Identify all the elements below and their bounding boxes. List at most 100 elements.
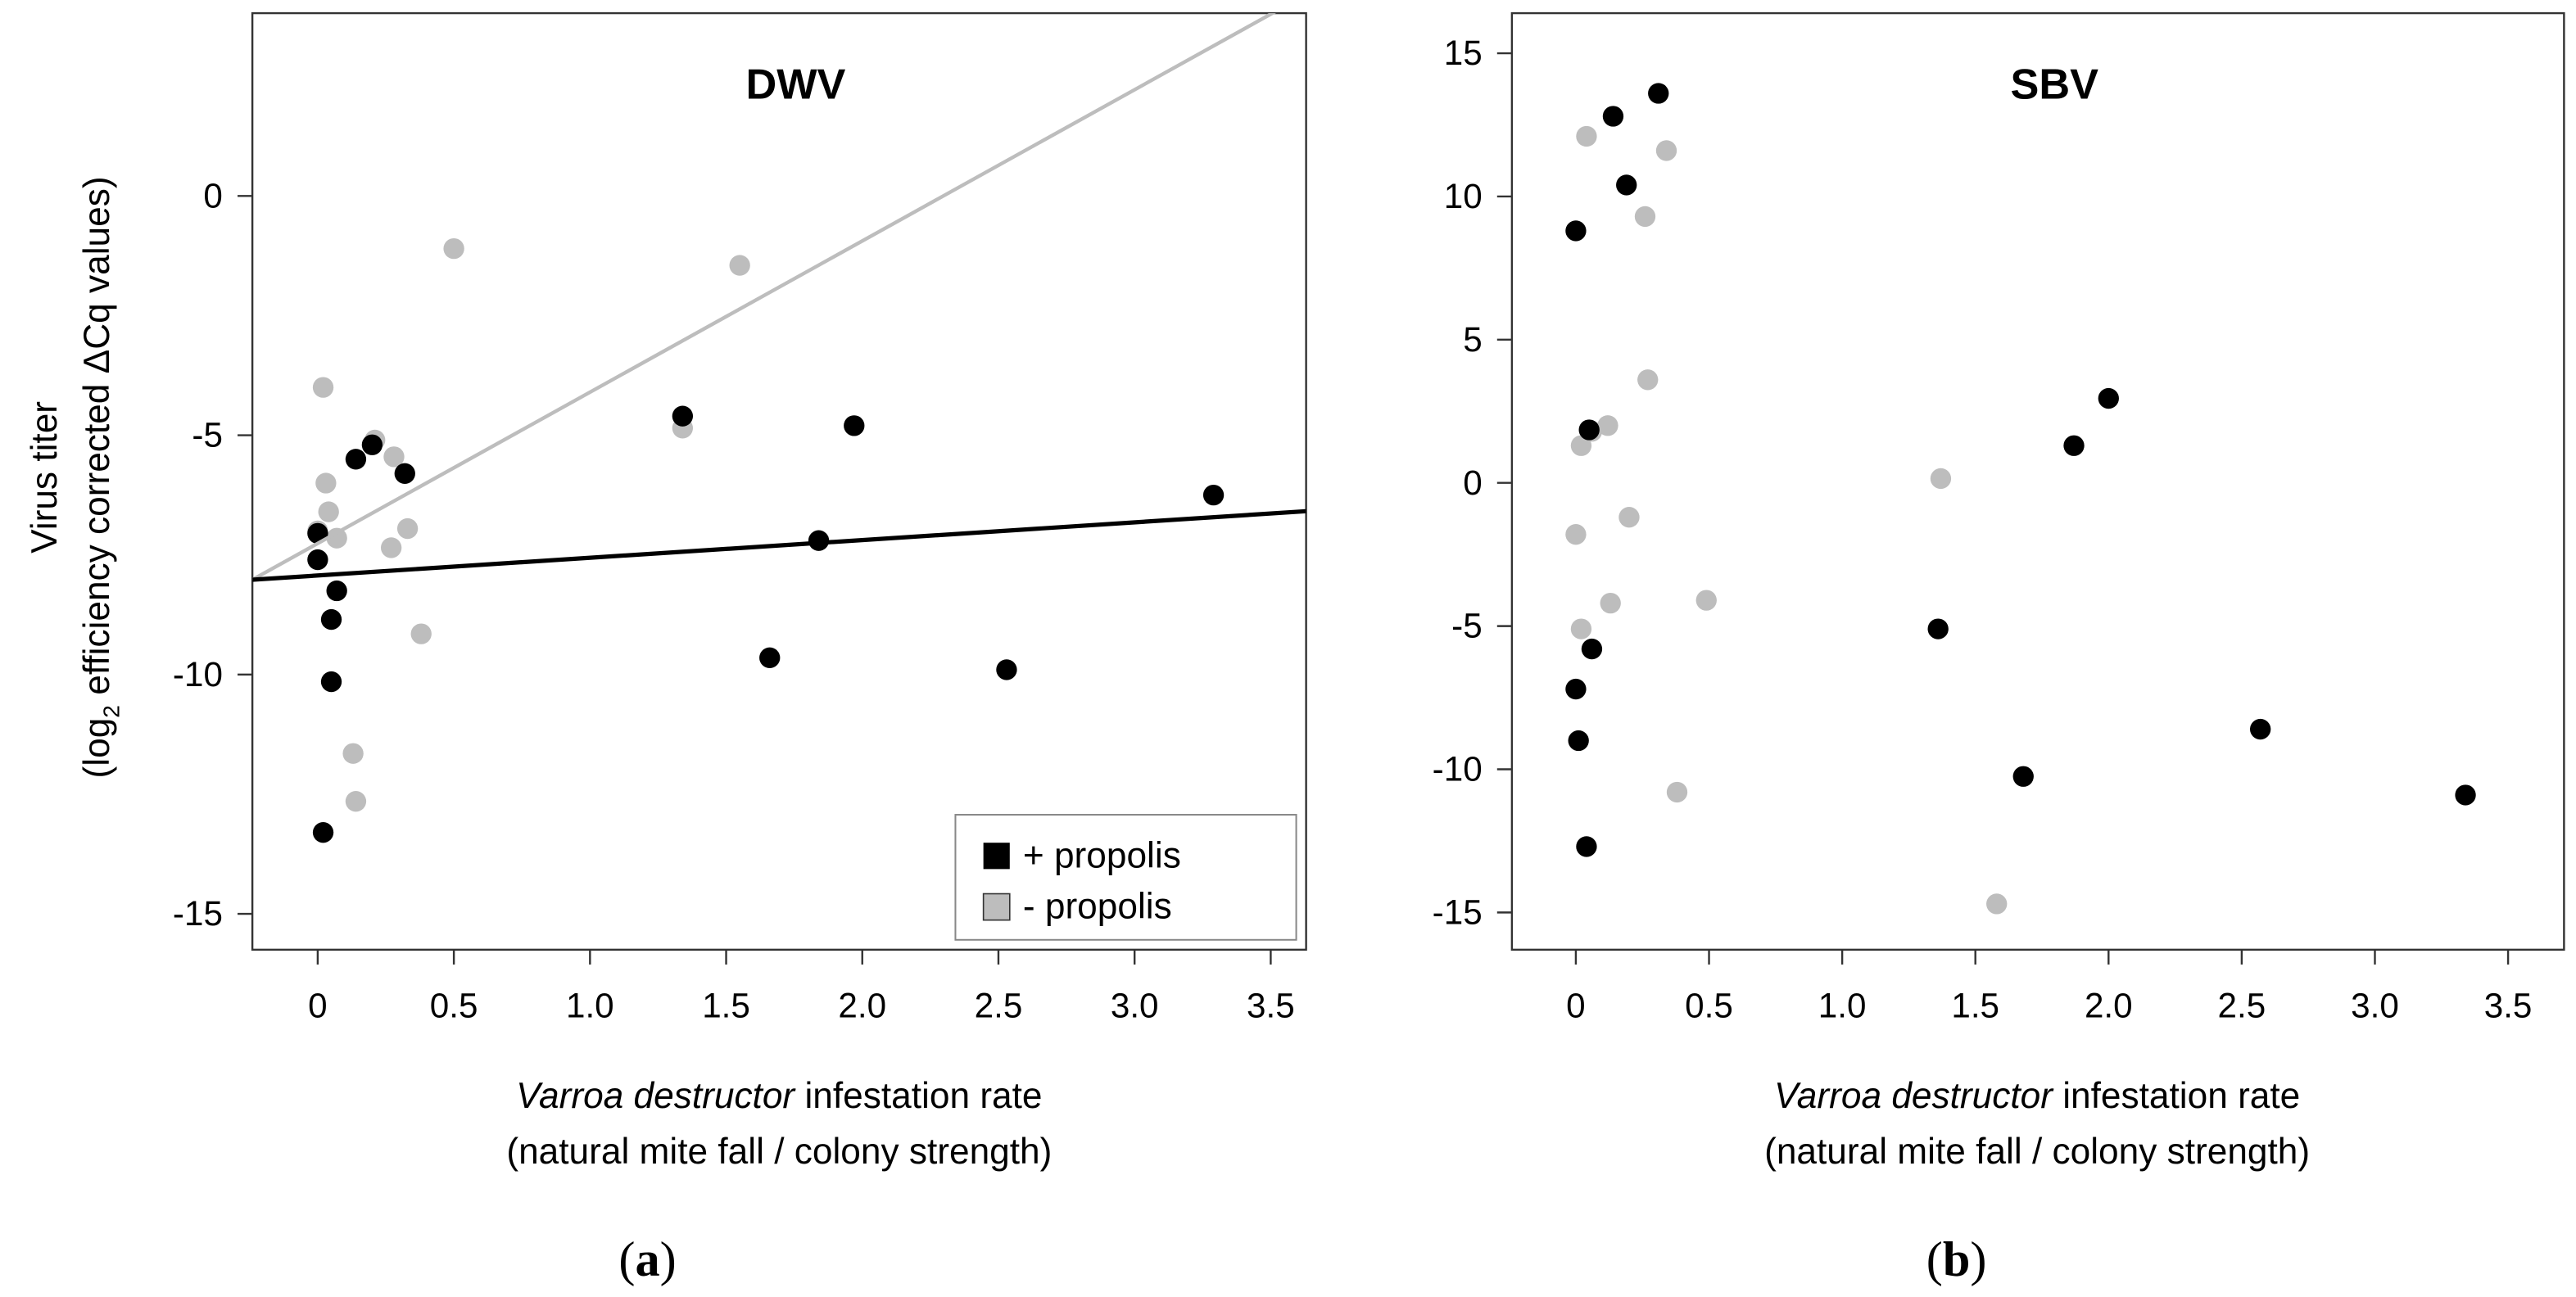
data-point-plus [2249, 718, 2271, 740]
x-axis-label-a: Varroa destructor infestation rate (natu… [506, 1076, 1052, 1172]
x-axis-title: Varroa destructor infestation rate [516, 1076, 1042, 1116]
plot-area [252, 13, 1306, 843]
plot-area [1565, 83, 2476, 915]
x-tick-label: 1.0 [566, 986, 614, 1024]
x-tick-label: 0 [1566, 986, 1585, 1024]
legend-box [954, 814, 1297, 941]
legend-label-plus: + propolis [1023, 835, 1181, 875]
data-point-minus [729, 255, 750, 276]
y-axis-title: Virus titer [25, 401, 65, 554]
data-point-plus [1568, 730, 1589, 752]
data-point-plus [2063, 435, 2085, 456]
y-tick-label: -15 [1433, 893, 1483, 931]
data-point-plus [361, 434, 383, 455]
data-point-minus [1565, 524, 1587, 545]
data-point-minus [443, 237, 464, 260]
data-point-plus [1602, 106, 1624, 127]
data-point-plus [1565, 220, 1587, 242]
y-tick-label: 10 [1444, 177, 1483, 215]
plot-frame [251, 11, 1307, 951]
data-point-plus [2098, 387, 2119, 409]
data-point-plus [394, 463, 415, 484]
y-axis-subtitle: (log2 efficiency corrected ΔCq values) [77, 176, 124, 778]
data-point-minus [1576, 125, 1597, 147]
data-point-minus [342, 743, 364, 764]
x-tick-label: 2.5 [975, 986, 1023, 1024]
x-tick-label: 2.0 [2085, 986, 2133, 1024]
data-point-plus [320, 671, 342, 693]
data-point-minus [1570, 618, 1592, 639]
data-point-minus [410, 623, 432, 644]
data-point-minus [326, 527, 347, 549]
x-tick-label: 0.5 [430, 986, 478, 1024]
data-point-plus [1581, 638, 1603, 660]
data-point-minus [1618, 507, 1640, 528]
panel-sbv: SBV 0 0.5 1.0 1.5 2.0 2.5 3.0 3.5 15 10 5 0 -5 -10 -15 [1433, 11, 2565, 1024]
data-point-minus [312, 377, 334, 398]
panel-label-b: (b) [1926, 1232, 1987, 1287]
data-point-minus [1655, 140, 1677, 161]
legend-swatch-minus [982, 893, 1011, 921]
x-tick-label: 2.0 [838, 986, 886, 1024]
data-point-minus [1597, 415, 1618, 436]
data-point-plus [996, 659, 1017, 680]
data-point-minus [396, 517, 419, 540]
data-point-plus [326, 580, 347, 602]
x-tick-label: 1.5 [702, 986, 750, 1024]
data-point-plus [1927, 618, 1949, 639]
data-point-plus [1565, 678, 1587, 700]
data-point-minus [1930, 468, 1952, 490]
chart-title: DWV [746, 61, 846, 109]
data-point-minus [1986, 893, 2008, 915]
data-point-plus [672, 405, 694, 427]
x-tick-label: 1.0 [1818, 986, 1867, 1024]
data-point-plus [2455, 784, 2476, 806]
data-point-minus [1634, 206, 1656, 228]
y-tick-label: 0 [203, 176, 222, 215]
y-tick-label: 0 [1463, 463, 1482, 502]
data-point-plus [1202, 484, 1225, 506]
x-tick-label: 3.5 [1247, 986, 1295, 1024]
data-point-plus [1648, 83, 1669, 104]
data-point-plus [808, 530, 830, 551]
x-tick-label: 1.5 [1951, 986, 1999, 1024]
regression-line-plus [252, 508, 1306, 582]
panel-label-a: (a) [618, 1232, 676, 1287]
y-tick-label: 15 [1444, 34, 1483, 72]
data-point-plus [1578, 419, 1600, 441]
x-axis-title: Varroa destructor infestation rate [1774, 1076, 2300, 1116]
x-tick-label: 3.0 [2351, 986, 2399, 1024]
legend-swatch-plus [983, 843, 1010, 870]
y-tick-label: -15 [173, 894, 223, 933]
x-tick-label: 0.5 [1685, 986, 1733, 1024]
legend: + propolis - propolis [954, 814, 1297, 941]
data-point-minus [315, 472, 337, 494]
data-point-minus [380, 537, 402, 558]
x-tick-label: 3.0 [1111, 986, 1159, 1024]
chart-title: SBV [2011, 61, 2099, 109]
x-tick-label: 2.5 [2218, 986, 2266, 1024]
data-point-plus [345, 449, 367, 470]
y-axis-label-a: Virus titer (log2 efficiency corrected Δ… [25, 176, 124, 778]
y-tick-label: -5 [192, 416, 223, 454]
x-axis-label-b: Varroa destructor infestation rate (natu… [1764, 1076, 2310, 1172]
data-point-minus [1695, 590, 1717, 611]
data-point-minus [1570, 435, 1592, 456]
y-tick-label: -10 [173, 655, 223, 694]
data-point-plus [312, 822, 334, 843]
data-point-minus [1637, 369, 1659, 391]
x-axis-subtitle: (natural mite fall / colony strength) [506, 1132, 1052, 1172]
data-point-plus [844, 415, 865, 436]
data-point-plus [2012, 766, 2034, 787]
legend-label-minus: - propolis [1023, 887, 1172, 927]
y-tick-label: -10 [1433, 750, 1483, 789]
x-axis-subtitle: (natural mite fall / colony strength) [1764, 1132, 2310, 1172]
x-tick-label: 3.5 [2484, 986, 2533, 1024]
data-point-plus [320, 608, 342, 630]
plot-frame [1510, 11, 2565, 951]
y-tick-label: -5 [1451, 607, 1483, 645]
x-tick-label: 0 [308, 986, 327, 1024]
data-point-plus [759, 647, 781, 669]
data-point-minus [1666, 781, 1688, 803]
